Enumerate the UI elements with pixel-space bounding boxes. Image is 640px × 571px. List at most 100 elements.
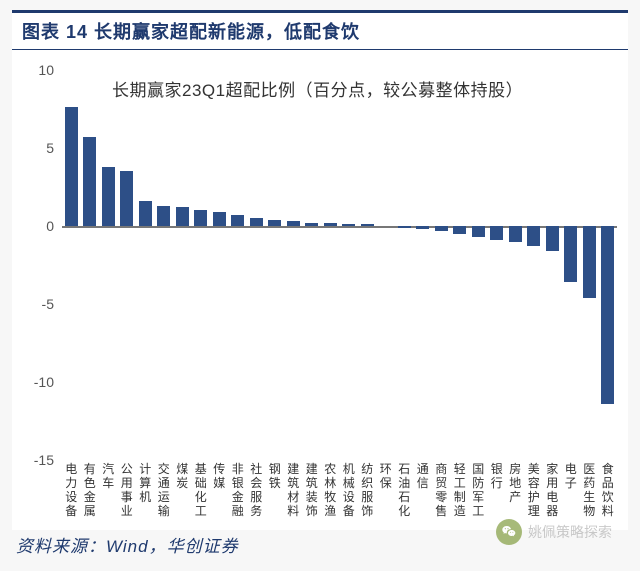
y-tick-label: 10 [22, 62, 54, 78]
bar-slot [136, 70, 155, 460]
x-tick-label: 基础化工 [192, 462, 211, 518]
y-tick-label: -5 [22, 296, 54, 312]
bar [490, 226, 503, 240]
bar-slot [488, 70, 507, 460]
bar-slot [395, 70, 414, 460]
x-tick-label: 环保 [377, 462, 396, 518]
bar [453, 226, 466, 234]
bar-slot [284, 70, 303, 460]
bar [527, 226, 540, 246]
bar-slot [155, 70, 174, 460]
bar-slot [562, 70, 581, 460]
bar-slot [99, 70, 118, 460]
bar-slot [580, 70, 599, 460]
bar-slot [62, 70, 81, 460]
bar [83, 137, 96, 226]
x-tick-label: 有色金属 [81, 462, 100, 518]
x-tick-label: 煤炭 [173, 462, 192, 518]
bar-slot [340, 70, 359, 460]
x-tick-label: 农林牧渔 [321, 462, 340, 518]
bar [546, 226, 559, 251]
bar [65, 107, 78, 226]
bar [305, 223, 318, 226]
bar-slot [506, 70, 525, 460]
watermark-text: 姚佩策略探索 [528, 522, 612, 542]
bar [342, 224, 355, 226]
x-tick-label: 美容护理 [525, 462, 544, 518]
bar [361, 224, 374, 226]
x-tick-label: 汽车 [99, 462, 118, 518]
bar [509, 226, 522, 242]
chart-card: 图表 14 长期赢家超配新能源，低配食饮 长期赢家23Q1超配比例（百分点，较公… [12, 10, 628, 530]
bar-slot [321, 70, 340, 460]
x-tick-label: 国防军工 [469, 462, 488, 518]
bar-slot [358, 70, 377, 460]
bar [213, 212, 226, 226]
bar-slot [469, 70, 488, 460]
bars-container [62, 70, 617, 460]
x-tick-label: 交通运输 [155, 462, 174, 518]
bar-slot [599, 70, 618, 460]
bar-slot [451, 70, 470, 460]
plot-area: -15-10-50510 [62, 70, 617, 460]
x-tick-label: 电子 [562, 462, 581, 518]
bar [583, 226, 596, 298]
bar-slot [414, 70, 433, 460]
bar-slot [192, 70, 211, 460]
bar-slot [543, 70, 562, 460]
x-tick-label: 机械设备 [340, 462, 359, 518]
bar [194, 210, 207, 226]
bar [564, 226, 577, 282]
x-tick-label: 建筑装饰 [303, 462, 322, 518]
bar-slot [81, 70, 100, 460]
x-tick-label: 计算机 [136, 462, 155, 518]
bar-slot [229, 70, 248, 460]
x-tick-label: 银行 [488, 462, 507, 518]
x-tick-label: 石油石化 [395, 462, 414, 518]
bar-slot [432, 70, 451, 460]
x-tick-label: 传媒 [210, 462, 229, 518]
bar-slot [266, 70, 285, 460]
bar-slot [525, 70, 544, 460]
x-tick-label: 纺织服饰 [358, 462, 377, 518]
bar-slot [303, 70, 322, 460]
x-tick-label: 钢铁 [266, 462, 285, 518]
bar [398, 226, 411, 228]
x-tick-label: 非银金融 [229, 462, 248, 518]
bar-slot [173, 70, 192, 460]
bar [324, 223, 337, 226]
x-tick-label: 建筑材料 [284, 462, 303, 518]
bar-slot [377, 70, 396, 460]
bar [472, 226, 485, 237]
x-tick-label: 电力设备 [62, 462, 81, 518]
x-tick-label: 轻工制造 [451, 462, 470, 518]
bar [268, 220, 281, 226]
x-tick-label: 房地产 [506, 462, 525, 518]
title-bar: 图表 14 长期赢家超配新能源，低配食饮 [12, 10, 628, 50]
bar [102, 167, 115, 226]
bar [287, 221, 300, 226]
bar [435, 226, 448, 231]
bar [176, 207, 189, 226]
bar-slot [247, 70, 266, 460]
bar [250, 218, 263, 226]
y-tick-label: 0 [22, 218, 54, 234]
y-tick-label: -10 [22, 374, 54, 390]
x-tick-label: 商贸零售 [432, 462, 451, 518]
x-tick-label: 食品饮料 [599, 462, 618, 518]
x-tick-label: 公用事业 [118, 462, 137, 518]
chart-title: 图表 14 长期赢家超配新能源，低配食饮 [22, 18, 360, 44]
bar [416, 226, 429, 229]
x-tick-label: 医药生物 [580, 462, 599, 518]
x-tick-label: 家用电器 [543, 462, 562, 518]
x-tick-label: 通信 [414, 462, 433, 518]
watermark: 姚佩策略探索 [496, 519, 612, 545]
bar [139, 201, 152, 226]
y-tick-label: -15 [22, 452, 54, 468]
x-tick-label: 社会服务 [247, 462, 266, 518]
bar-slot [210, 70, 229, 460]
x-axis-labels: 电力设备有色金属汽车公用事业计算机交通运输煤炭基础化工传媒非银金融社会服务钢铁建… [62, 462, 617, 518]
bar [231, 215, 244, 226]
bar-slot [118, 70, 137, 460]
bar [157, 206, 170, 226]
